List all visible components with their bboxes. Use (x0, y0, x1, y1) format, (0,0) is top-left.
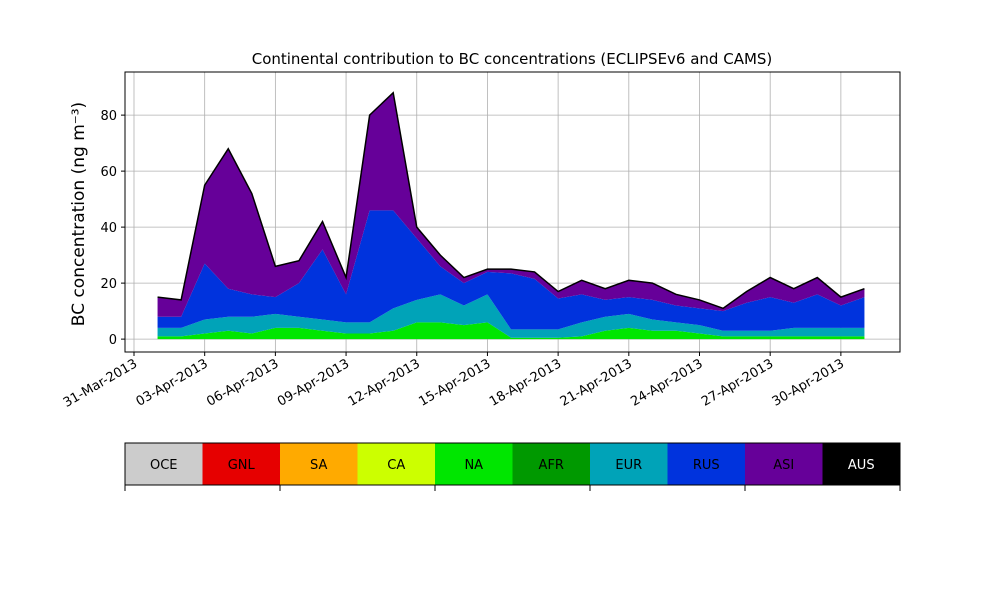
legend-label: RUS (693, 458, 720, 473)
y-axis-label: BC concentration (ng m⁻³) (69, 102, 89, 326)
legend-label: ASI (773, 458, 794, 473)
legend-swatch (125, 443, 203, 485)
legend-swatch (357, 443, 436, 485)
legend-swatch (745, 443, 823, 485)
legend-label: AFR (539, 458, 564, 473)
y-tick-label: 60 (100, 165, 117, 180)
y-tick-label: 40 (100, 221, 117, 236)
area (157, 294, 865, 338)
area (157, 322, 865, 340)
legend-swatch (280, 443, 358, 485)
legend-swatch (202, 443, 281, 485)
legend-label: SA (310, 458, 327, 473)
area (157, 210, 865, 331)
y-tick-label: 20 (100, 277, 117, 292)
legend-swatch (590, 443, 668, 485)
total-outline (157, 91, 865, 310)
legend-label: OCE (150, 458, 178, 473)
legend-label: GNL (228, 458, 256, 473)
legend-label: AUS (848, 458, 875, 473)
legend-label: NA (464, 458, 483, 473)
y-tick-label: 80 (100, 109, 117, 124)
axes-frame (124, 71, 901, 353)
chart-title: Continental contribution to BC concentra… (252, 50, 773, 68)
legend-swatch (667, 443, 746, 485)
legend-swatch (435, 443, 513, 485)
legend-label: CA (387, 458, 405, 473)
legend-swatch (822, 443, 901, 485)
legend-swatch (512, 443, 591, 485)
y-tick-label: 0 (109, 333, 117, 348)
legend-label: EUR (615, 458, 642, 473)
legend-frame (124, 442, 901, 486)
area (157, 92, 865, 317)
